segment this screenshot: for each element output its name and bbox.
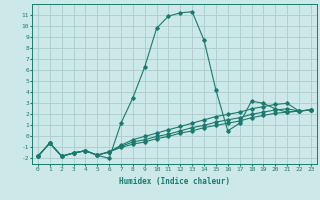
X-axis label: Humidex (Indice chaleur): Humidex (Indice chaleur) — [119, 177, 230, 186]
